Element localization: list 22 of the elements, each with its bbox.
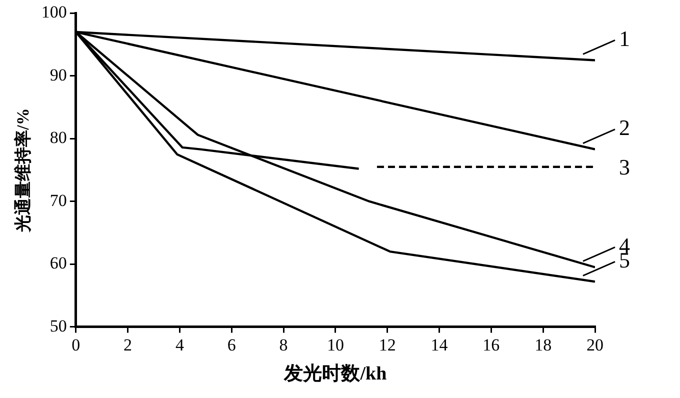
x-tick-label: 8 — [279, 335, 288, 354]
y-tick-label: 100 — [41, 2, 67, 22]
legend-label: 2 — [619, 115, 630, 140]
x-tick-label: 10 — [326, 335, 344, 354]
x-tick-label: 6 — [227, 335, 236, 354]
legend-label: 1 — [619, 26, 630, 52]
x-tick-label: 2 — [124, 335, 132, 354]
x-tick-label: 18 — [534, 335, 552, 354]
y-tick-label: 60 — [50, 254, 67, 273]
x-tick-label: 4 — [175, 335, 184, 354]
x-tick-label: 0 — [72, 335, 80, 354]
x-tick-label: 16 — [482, 335, 500, 354]
y-tick-label: 90 — [50, 65, 67, 84]
x-tick-label: 12 — [378, 335, 396, 354]
y-axis-title: 光通量维持率/% — [14, 108, 33, 233]
x-tick-label: 14 — [430, 335, 448, 354]
y-tick-label: 50 — [50, 316, 67, 336]
y-tick-label: 70 — [50, 190, 67, 210]
y-tick-label: 80 — [50, 128, 67, 148]
x-tick-label: 20 — [586, 335, 604, 354]
x-axis-title: 发光时数/kh — [283, 362, 388, 385]
text: 3 — [619, 154, 630, 180]
